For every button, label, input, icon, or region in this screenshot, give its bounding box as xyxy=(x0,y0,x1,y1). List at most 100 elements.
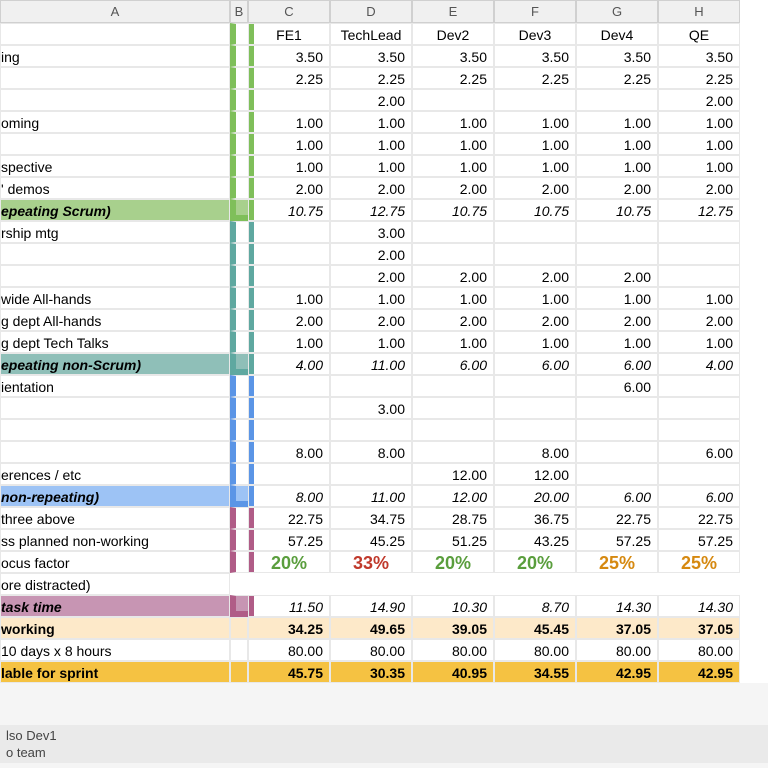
cell[interactable]: 2.00 xyxy=(330,265,412,287)
cell[interactable] xyxy=(412,441,494,463)
hdr-dev4[interactable]: Dev4 xyxy=(576,23,658,45)
label-available[interactable]: lable for sprint xyxy=(0,661,230,683)
label-r1[interactable]: ing xyxy=(0,45,230,67)
cell[interactable]: 1.00 xyxy=(248,155,330,177)
cell[interactable]: 1.00 xyxy=(248,133,330,155)
cell[interactable] xyxy=(248,265,330,287)
cell[interactable]: 1.00 xyxy=(576,133,658,155)
focus-h[interactable]: 25% xyxy=(658,551,740,573)
cell[interactable]: 2.25 xyxy=(658,67,740,89)
cell[interactable] xyxy=(248,89,330,111)
label-r26[interactable]: 10 days x 8 hours xyxy=(0,639,230,661)
cell[interactable]: 39.05 xyxy=(412,617,494,639)
label-r17b[interactable] xyxy=(0,419,230,441)
col-header-h[interactable]: H xyxy=(658,0,740,23)
cell[interactable]: 2.00 xyxy=(576,177,658,199)
cell[interactable]: 6.00 xyxy=(412,353,494,375)
cell[interactable]: 8.00 xyxy=(494,441,576,463)
cell[interactable]: 1.00 xyxy=(658,111,740,133)
cell[interactable]: 12.75 xyxy=(330,199,412,221)
cell[interactable]: 2.00 xyxy=(330,177,412,199)
cell[interactable] xyxy=(248,221,330,243)
cell[interactable]: 1.00 xyxy=(494,331,576,353)
cell[interactable]: 40.95 xyxy=(412,661,494,683)
cell[interactable]: 57.25 xyxy=(658,529,740,551)
subtotal-scrum[interactable]: epeating Scrum) xyxy=(0,199,230,221)
cell[interactable]: 2.25 xyxy=(494,67,576,89)
cell[interactable]: 8.00 xyxy=(248,441,330,463)
cell[interactable]: 2.25 xyxy=(248,67,330,89)
label-r16[interactable]: ientation xyxy=(0,375,230,397)
cell[interactable] xyxy=(658,397,740,419)
cell[interactable]: 8.00 xyxy=(330,441,412,463)
cell[interactable]: 1.00 xyxy=(658,287,740,309)
cell[interactable] xyxy=(248,419,330,441)
cell[interactable]: 30.35 xyxy=(330,661,412,683)
cell[interactable]: 3.50 xyxy=(576,45,658,67)
cell[interactable]: 37.05 xyxy=(658,617,740,639)
label-r12[interactable]: wide All-hands xyxy=(0,287,230,309)
cell[interactable]: 28.75 xyxy=(412,507,494,529)
cell[interactable]: 2.25 xyxy=(330,67,412,89)
hdr-fe1[interactable]: FE1 xyxy=(248,23,330,45)
cell[interactable]: 8.00 xyxy=(248,485,330,507)
hdr-techlead[interactable]: TechLead xyxy=(330,23,412,45)
cell[interactable] xyxy=(412,375,494,397)
cell[interactable] xyxy=(330,419,412,441)
cell[interactable]: 1.00 xyxy=(248,287,330,309)
cell[interactable]: 80.00 xyxy=(658,639,740,661)
cell[interactable] xyxy=(330,463,412,485)
cell[interactable]: 80.00 xyxy=(494,639,576,661)
col-header-b[interactable]: B xyxy=(230,0,248,23)
label-r19[interactable]: erences / etc xyxy=(0,463,230,485)
cell[interactable]: 1.00 xyxy=(412,111,494,133)
cell[interactable]: 37.05 xyxy=(576,617,658,639)
cell[interactable]: 36.75 xyxy=(494,507,576,529)
cell[interactable]: 51.25 xyxy=(412,529,494,551)
cell[interactable]: 11.00 xyxy=(330,485,412,507)
cell[interactable]: 2.00 xyxy=(658,89,740,111)
cell[interactable]: 2.00 xyxy=(248,309,330,331)
cell[interactable]: 2.00 xyxy=(658,177,740,199)
cell[interactable]: 43.25 xyxy=(494,529,576,551)
cell[interactable]: 8.70 xyxy=(494,595,576,617)
cell[interactable]: 34.55 xyxy=(494,661,576,683)
cell[interactable]: 22.75 xyxy=(248,507,330,529)
label-r6[interactable]: spective xyxy=(0,155,230,177)
cell[interactable]: 1.00 xyxy=(658,133,740,155)
cell[interactable] xyxy=(330,375,412,397)
cell[interactable]: 1.00 xyxy=(494,155,576,177)
cell[interactable]: 80.00 xyxy=(330,639,412,661)
focus-d[interactable]: 33% xyxy=(330,551,412,573)
label-r7[interactable]: ' demos xyxy=(0,177,230,199)
label-r10[interactable] xyxy=(0,243,230,265)
cell[interactable] xyxy=(494,419,576,441)
cell[interactable]: 1.00 xyxy=(658,331,740,353)
cell[interactable] xyxy=(576,419,658,441)
cell[interactable]: 45.45 xyxy=(494,617,576,639)
focus-c[interactable]: 20% xyxy=(248,551,330,573)
spreadsheet-grid[interactable]: A B C D E F G H FE1 TechLead Dev2 Dev3 D… xyxy=(0,0,768,683)
cell[interactable] xyxy=(412,243,494,265)
cell[interactable]: 3.50 xyxy=(658,45,740,67)
cell[interactable]: 1.00 xyxy=(330,133,412,155)
cell[interactable] xyxy=(248,397,330,419)
cell[interactable]: 6.00 xyxy=(658,485,740,507)
cell[interactable]: 12.00 xyxy=(494,463,576,485)
cell[interactable] xyxy=(412,89,494,111)
label-r22[interactable]: ss planned non-working xyxy=(0,529,230,551)
cell[interactable]: 3.50 xyxy=(494,45,576,67)
label-focus-sub[interactable]: ore distracted) xyxy=(0,573,230,595)
cell[interactable]: 1.00 xyxy=(412,133,494,155)
cell[interactable] xyxy=(658,419,740,441)
cell[interactable] xyxy=(658,243,740,265)
label-r11[interactable] xyxy=(0,265,230,287)
cell[interactable] xyxy=(248,375,330,397)
subtotal-nonrepeating[interactable]: non-repeating) xyxy=(0,485,230,507)
label-r18[interactable] xyxy=(0,441,230,463)
subtotal-nonscrum[interactable]: epeating non-Scrum) xyxy=(0,353,230,375)
cell[interactable]: 22.75 xyxy=(576,507,658,529)
cell[interactable]: 1.00 xyxy=(330,287,412,309)
cell[interactable]: 4.00 xyxy=(248,353,330,375)
label-r5[interactable] xyxy=(0,133,230,155)
